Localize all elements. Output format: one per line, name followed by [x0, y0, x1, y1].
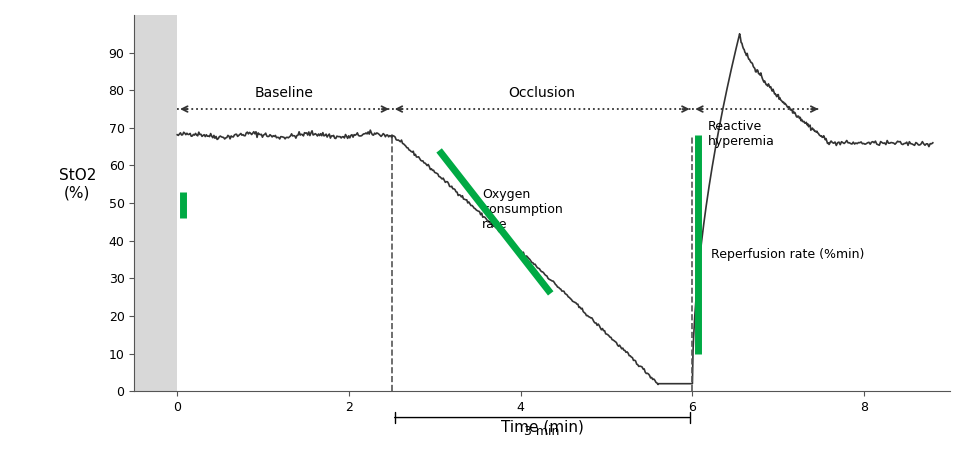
Text: Oxygen
consumption
rate: Oxygen consumption rate: [482, 188, 563, 231]
Text: Occlusion: Occlusion: [509, 86, 576, 99]
Text: Baseline: Baseline: [255, 86, 314, 99]
X-axis label: Time (min): Time (min): [501, 419, 584, 435]
Bar: [134, 15, 178, 391]
Text: Reactive
hyperemia: Reactive hyperemia: [708, 120, 775, 149]
Text: Reperfusion rate (%min): Reperfusion rate (%min): [711, 248, 865, 261]
Y-axis label: StO2
(%): StO2 (%): [59, 168, 96, 200]
Text: 3 min: 3 min: [524, 425, 560, 438]
